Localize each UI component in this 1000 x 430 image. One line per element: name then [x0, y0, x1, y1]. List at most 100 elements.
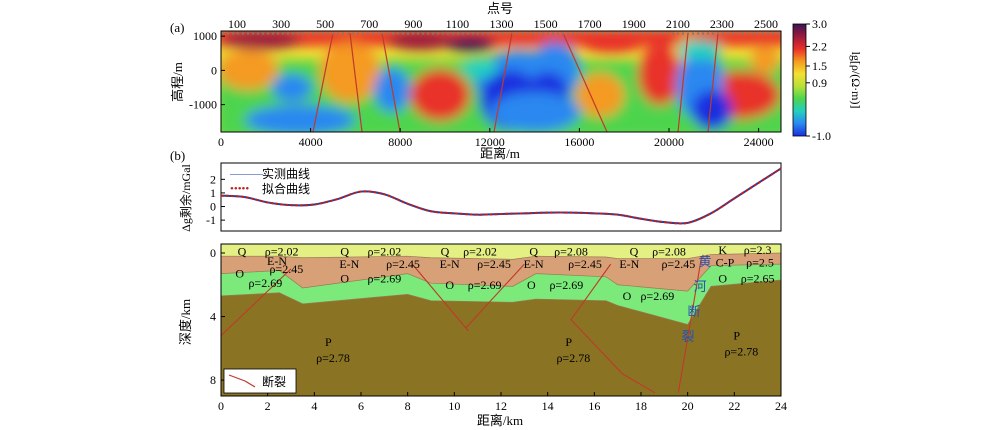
fault-line [677, 256, 703, 393]
layer-label: C-P [716, 256, 735, 270]
layer-label: E-N [619, 257, 639, 271]
layer-label: Q [529, 244, 538, 258]
layer-label: E-N [267, 254, 287, 268]
layer-label: ρ=2.45 [269, 262, 303, 276]
layer-label: ρ=2.08 [652, 244, 686, 258]
layer-label: ρ=2.78 [724, 345, 758, 359]
layer-o [221, 264, 781, 325]
colorbar-label: lg[ρ/(Ω·m)] [849, 52, 863, 109]
top-tick-label: 1500 [534, 17, 558, 31]
layer-label: O [340, 271, 349, 285]
panel-a-faults [312, 32, 719, 132]
fitted-curve [220, 167, 782, 225]
layer-boundary [221, 263, 781, 292]
layer-label: ρ=2.08 [554, 244, 588, 258]
top-tick-label: 300 [272, 17, 290, 31]
x-tick-label: 0 [218, 399, 224, 413]
x-tick-label: 0 [218, 135, 224, 149]
layer-label: P [325, 335, 332, 349]
layer-label: O [623, 289, 632, 303]
y-tick-label: 0 [211, 63, 217, 77]
layer-label: P [733, 329, 740, 343]
panel-c-legend: 断裂 [223, 368, 297, 394]
layer-label: ρ=2.69 [248, 276, 282, 290]
layer-label: ρ=2.69 [549, 278, 583, 292]
top-tick-label: 2300 [710, 17, 734, 31]
legend-fitted-dots: ••••• [230, 183, 249, 195]
layer-label: ρ=2.69 [367, 271, 401, 285]
layer-label: O [718, 271, 727, 285]
x-tick-label: 24000 [744, 135, 774, 149]
layer-label: Q [630, 244, 639, 258]
panel-c-layers [221, 244, 781, 396]
fault-name-char-2: 河 [693, 279, 706, 294]
x-tick-label: 4000 [299, 135, 323, 149]
layer-label: ρ=2.45 [661, 257, 695, 271]
layer-label: ρ=2.45 [568, 257, 602, 271]
panel-b-label: (b) [170, 148, 185, 163]
layer-label: O [527, 278, 536, 292]
layer-label: ρ=2.02 [265, 244, 299, 258]
panel-b-ylabel: Δg剩余/mGal [178, 163, 193, 231]
y-tick-label: 0 [210, 200, 216, 214]
panel-c-xlabel: 距离/km [477, 413, 523, 428]
layer-label: O [235, 267, 244, 281]
layer-label: ρ=2.69 [468, 278, 502, 292]
top-tick-label: 1300 [490, 17, 514, 31]
top-tick-label: 1700 [578, 17, 602, 31]
layer-label: E-N [339, 257, 359, 271]
panel-a-frame [220, 30, 782, 133]
fault-name-char-4: 裂 [681, 329, 694, 344]
panel-b-frame [220, 162, 782, 232]
layer-label: Q [238, 244, 247, 258]
legend-fault-box [223, 368, 297, 394]
y-tick-label: 2 [210, 172, 216, 186]
panel-c-x-tick-labels: 0 2 4 6 8 10 12 14 16 18 20 22 24 [218, 392, 787, 413]
x-tick-label: 10 [448, 399, 460, 413]
x-tick-label: 16 [588, 399, 600, 413]
colorbar-tick-label: -1.0 [812, 129, 831, 143]
x-tick-label: 2 [265, 399, 271, 413]
fault-line [221, 268, 292, 337]
panel-a-x-tick-labels: 0 4000 8000 12000 16000 20000 24000 [218, 128, 774, 149]
layer-label: E-N [524, 257, 544, 271]
top-tick-label: 2100 [666, 17, 690, 31]
colorbar [792, 23, 807, 137]
panel-b-ylabel-text: Δg剩余/mGal [178, 163, 193, 231]
fault-line [570, 263, 656, 394]
layer-label: K [718, 243, 727, 257]
fault-name-char-3: 断 [687, 304, 700, 319]
layer-label: Q [441, 244, 450, 258]
colorbar-tick-label: 0.9 [812, 76, 827, 90]
top-tick-label: 900 [404, 17, 422, 31]
x-tick-label: 24 [775, 399, 787, 413]
panel-b-legend: ——— 实测曲线 ••••• 拟合曲线 [229, 166, 310, 196]
x-tick-label: 22 [728, 399, 740, 413]
fault-name-vertical: 黄 河 断 裂 [681, 254, 711, 344]
panel-a-top-axis-title: 点号 [487, 1, 513, 16]
panel-a-xlabel: 距离/m [480, 146, 520, 161]
fault-line [465, 263, 525, 329]
layer-label: ρ=2.65 [741, 271, 775, 285]
fault-name-char-1: 黄 [698, 254, 711, 269]
layer-label: P [565, 335, 572, 349]
panel-a-top-tick-labels: 100 300 500 700 900 1100 1300 1500 1700 1900 2100 2… [228, 17, 778, 31]
top-tick-label: 500 [316, 17, 334, 31]
y-tick-label: 8 [210, 373, 216, 387]
legend-measured-label: 实测曲线 [262, 166, 310, 181]
layer-label: O [445, 278, 454, 292]
y-tick-label: 1 [210, 186, 216, 200]
top-tick-label: 700 [360, 17, 378, 31]
colorbar-tick-labels: 3.0 2.2 1.5 0.9 -1.0 [806, 17, 831, 143]
x-tick-label: 20 [682, 399, 694, 413]
colorbar-tick-label: 3.0 [812, 17, 827, 31]
x-tick-label: 14 [542, 399, 554, 413]
layer-label: ρ=2.45 [477, 257, 511, 271]
y-tick-label: 0 [210, 246, 216, 260]
x-tick-label: 12000 [475, 135, 505, 149]
x-tick-label: 16000 [564, 135, 594, 149]
top-tick-label: 100 [228, 17, 246, 31]
panel-c-faults [221, 256, 703, 394]
